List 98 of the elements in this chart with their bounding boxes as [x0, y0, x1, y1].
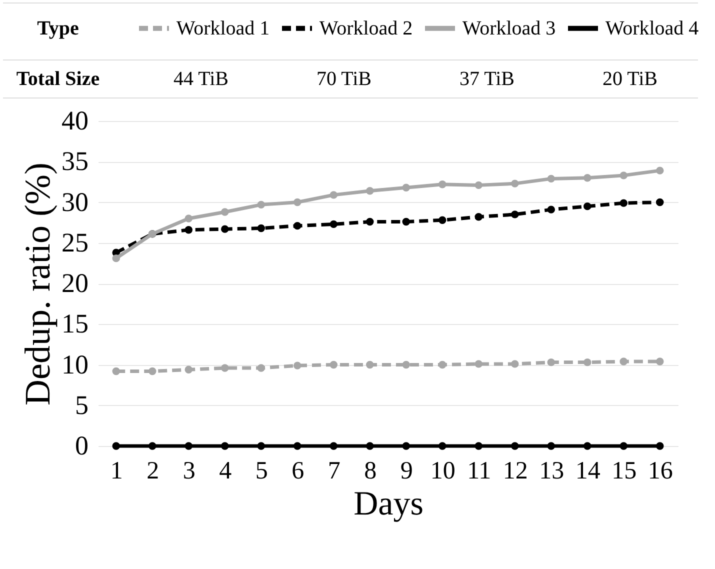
point — [402, 218, 410, 226]
point — [656, 358, 664, 366]
point — [366, 442, 374, 450]
point — [511, 442, 519, 450]
legend-label: Workload 1 — [176, 17, 270, 40]
x-tick-label: 9 — [400, 458, 413, 484]
point — [330, 220, 338, 228]
x-tick-label: 14 — [575, 458, 601, 484]
point — [584, 174, 592, 182]
point — [184, 226, 192, 234]
text: 37 TiB — [459, 68, 515, 90]
y-axis-title: Dedup. ratio (%) — [18, 162, 58, 406]
point — [402, 442, 410, 450]
x-tick-label: 7 — [328, 458, 340, 484]
x-tick-label: 6 — [292, 458, 304, 484]
y-tick-label: 5 — [75, 390, 88, 420]
x-tick-label: 4 — [219, 458, 232, 484]
point — [330, 360, 338, 369]
point — [184, 214, 192, 222]
point — [438, 180, 446, 188]
point — [474, 442, 482, 450]
point — [656, 166, 664, 174]
point — [221, 208, 229, 216]
point — [148, 442, 156, 450]
point — [294, 362, 302, 370]
point — [547, 206, 555, 214]
y-tick-label: 35 — [62, 146, 88, 176]
point — [402, 184, 410, 192]
x-tick-label: 10 — [430, 458, 456, 484]
y-tick-label: 40 — [62, 106, 88, 136]
legend-label: Workload 2 — [319, 17, 413, 40]
point — [221, 225, 229, 233]
point — [584, 202, 592, 210]
point — [511, 180, 519, 188]
point — [294, 222, 302, 230]
point — [221, 364, 229, 372]
point — [184, 366, 192, 374]
point — [148, 367, 156, 376]
y-tick-label: 15 — [62, 308, 88, 339]
x-tick-label: 13 — [539, 458, 564, 484]
x-axis-title: Days — [354, 486, 424, 522]
y-tick-label: 20 — [62, 268, 88, 298]
x-tick-label: 16 — [648, 458, 673, 484]
point — [547, 442, 555, 450]
x-tick-label: 2 — [146, 458, 160, 484]
text: 70 TiB — [316, 68, 372, 90]
point — [584, 358, 592, 366]
point — [402, 360, 410, 369]
point — [474, 360, 482, 368]
point — [184, 442, 192, 450]
text: 44 TiB — [173, 68, 229, 90]
x-tick-label: 12 — [502, 458, 528, 484]
point — [438, 216, 446, 224]
text: Total Size — [16, 68, 100, 90]
point — [584, 442, 592, 450]
point — [221, 442, 229, 450]
x-tick-label: 3 — [182, 458, 196, 484]
point — [294, 198, 302, 206]
point — [620, 358, 628, 366]
point — [257, 200, 265, 209]
point — [330, 191, 338, 199]
point — [294, 442, 302, 450]
point — [112, 254, 120, 262]
point — [547, 358, 555, 366]
point — [620, 172, 628, 180]
text: 20 TiB — [602, 68, 658, 90]
point — [620, 199, 628, 207]
point — [438, 442, 446, 450]
point — [547, 174, 555, 183]
point — [330, 442, 338, 450]
x-tick-label: 1 — [110, 458, 123, 484]
y-tick-label: 25 — [62, 227, 88, 258]
point — [620, 442, 628, 450]
point — [112, 442, 120, 450]
point — [366, 360, 374, 369]
legend-label: Workload 4 — [605, 17, 699, 40]
x-tick-label: 5 — [255, 458, 268, 484]
y-tick-label: 10 — [62, 349, 88, 380]
legend-label: Workload 3 — [462, 17, 556, 40]
x-tick-label: 8 — [364, 458, 377, 484]
point — [112, 367, 120, 376]
point — [511, 360, 519, 368]
x-tick-label: 15 — [612, 458, 637, 484]
point — [257, 364, 265, 372]
y-tick-label: 0 — [75, 430, 88, 460]
point — [656, 198, 664, 206]
point — [511, 210, 519, 218]
point — [656, 442, 664, 450]
point — [474, 181, 482, 190]
y-tick-label: 30 — [62, 186, 88, 217]
legend-title: Type — [37, 17, 80, 40]
x-tick-label: 11 — [467, 458, 492, 484]
point — [366, 218, 374, 226]
point — [474, 213, 482, 221]
point — [438, 360, 446, 369]
point — [366, 187, 374, 195]
point — [257, 442, 265, 450]
point — [257, 224, 265, 232]
